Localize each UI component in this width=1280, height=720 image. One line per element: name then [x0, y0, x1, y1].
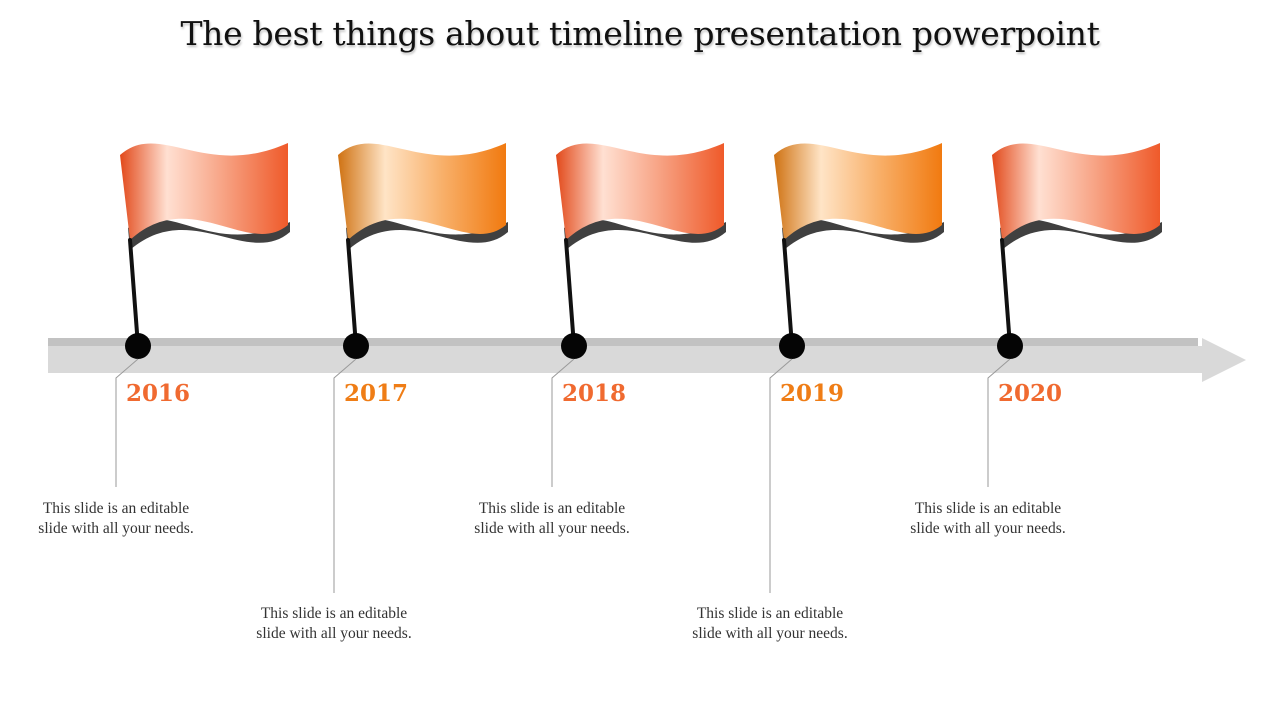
timeline-arrow	[48, 338, 1246, 382]
arrow-top-band	[48, 338, 1198, 346]
timeline-dot	[779, 333, 805, 359]
year-label-2020: 2020	[998, 380, 1063, 407]
milestone-2016	[115, 143, 290, 487]
connector-line	[987, 358, 1011, 487]
flag-red	[992, 143, 1160, 240]
year-label-2018: 2018	[562, 380, 627, 407]
milestone-2018	[551, 143, 726, 487]
timeline-dot	[343, 333, 369, 359]
slide-title: The best things about timeline presentat…	[180, 14, 1100, 53]
flag-pole	[1000, 238, 1012, 348]
timeline-dot	[561, 333, 587, 359]
flag-orange	[338, 143, 506, 240]
connector-line	[769, 358, 793, 593]
milestone-description-2017: This slide is an editable slide with all…	[256, 605, 412, 642]
flag-orange	[774, 143, 942, 240]
flag-shadow	[346, 218, 508, 250]
milestone-2019	[769, 143, 944, 593]
flag-red	[120, 143, 288, 240]
flag-shadow	[128, 218, 290, 250]
timeline-dot	[997, 333, 1023, 359]
year-label-2017: 2017	[344, 380, 409, 407]
flag-pole	[782, 238, 794, 348]
timeline-dot	[125, 333, 151, 359]
milestone-description-2018: This slide is an editable slide with all…	[474, 500, 630, 537]
milestone-description-2019: This slide is an editable slide with all…	[692, 605, 848, 642]
arrow-shaft	[48, 346, 1208, 373]
milestone-2020	[987, 143, 1162, 487]
connector-line	[333, 358, 357, 593]
milestone-layer	[115, 143, 1162, 593]
year-label-2016: 2016	[126, 380, 191, 407]
flag-red	[556, 143, 724, 240]
connector-line	[115, 358, 139, 487]
flag-pole	[128, 238, 140, 348]
flag-shadow	[564, 218, 726, 250]
connector-line	[551, 358, 575, 487]
flag-pole	[346, 238, 358, 348]
year-label-2019: 2019	[780, 380, 845, 407]
flag-pole	[564, 238, 576, 348]
flag-shadow	[782, 218, 944, 250]
flag-shadow	[1000, 218, 1162, 250]
milestone-2017	[333, 143, 508, 593]
arrow-head	[1202, 338, 1246, 382]
milestone-description-2016: This slide is an editable slide with all…	[38, 500, 194, 537]
milestone-description-2020: This slide is an editable slide with all…	[910, 500, 1066, 537]
